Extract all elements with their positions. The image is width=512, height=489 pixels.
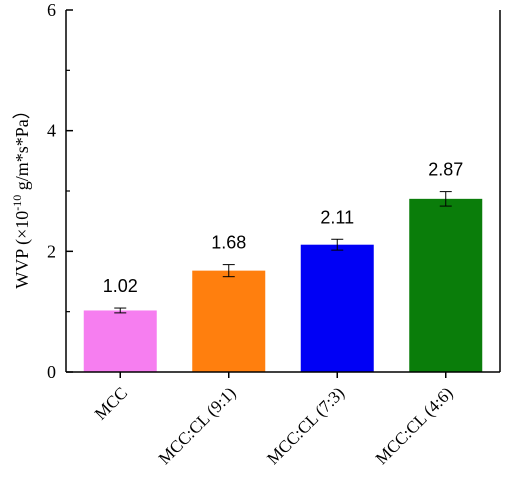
- y-tick-label: 4: [47, 121, 56, 141]
- bar: [83, 310, 157, 372]
- x-tick-label: MCC:CL (9:1): [155, 383, 240, 468]
- data-label: 2.11: [320, 207, 354, 227]
- y-ticks-group: 0 2 4 6: [47, 0, 73, 382]
- y-tick-label: 6: [47, 0, 56, 20]
- bar: [409, 198, 483, 372]
- bar: [300, 244, 374, 372]
- y-axis-label-exponent: -10: [10, 195, 24, 211]
- data-labels-group: 1.02 1.68 2.11 2.87: [103, 160, 464, 296]
- x-tick-label: MCC:CL (7:3): [263, 383, 348, 468]
- y-axis-label-suffix: g/m*s*Pa）: [12, 101, 32, 195]
- x-ticks-group: MCC MCC:CL (9:1) MCC:CL (7:3) MCC:CL (4:6): [91, 372, 457, 468]
- bars-group: [83, 198, 483, 372]
- y-axis-label-prefix: WVP (×10: [12, 211, 33, 289]
- y-axis-label: WVP (×10-10 g/m*s*Pa）: [10, 101, 33, 289]
- y-tick-label: 0: [47, 362, 56, 382]
- bar: [192, 270, 266, 372]
- x-tick-label: MCC: [91, 383, 131, 423]
- data-label: 2.87: [428, 160, 463, 180]
- error-bars-group: [114, 191, 452, 314]
- x-tick-label: MCC:CL (4:6): [372, 383, 457, 468]
- data-label: 1.02: [103, 276, 138, 296]
- y-tick-label: 2: [47, 241, 56, 261]
- data-label: 1.68: [211, 233, 246, 253]
